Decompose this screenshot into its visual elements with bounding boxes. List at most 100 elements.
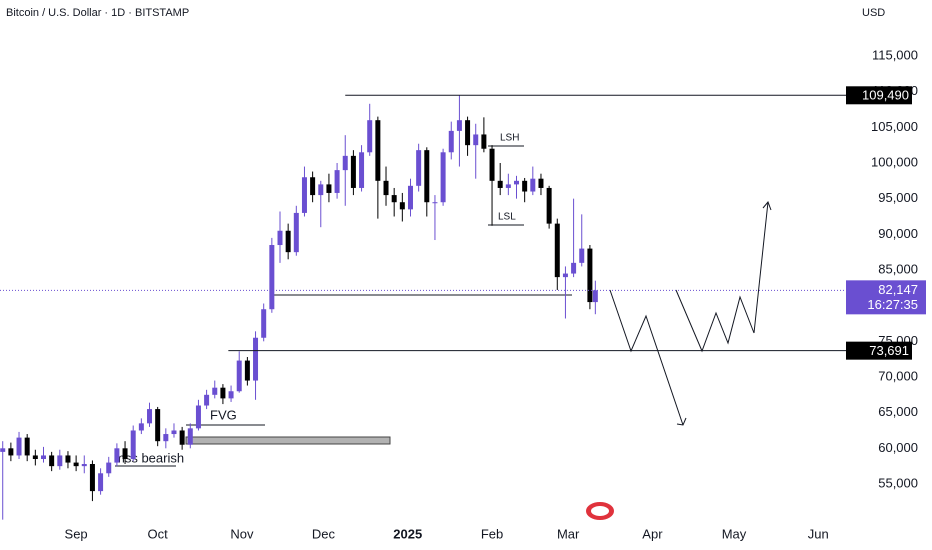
- candle-body: [440, 152, 446, 203]
- candle-body: [342, 155, 348, 171]
- candle-body: [407, 185, 413, 210]
- candle-body: [0, 448, 6, 452]
- last-price-box: [846, 280, 926, 315]
- annotation: LSH: [500, 133, 519, 144]
- y-tick-label: 55,000: [878, 475, 918, 490]
- annotation: LSL: [498, 212, 516, 223]
- candle-body: [32, 455, 38, 460]
- candle-body: [473, 134, 479, 146]
- x-tick-label: Jun: [808, 526, 829, 541]
- candle-body: [8, 448, 14, 456]
- arrow-head: [762, 201, 772, 211]
- projection-up: [675, 201, 769, 353]
- candle-body: [16, 437, 22, 456]
- candle-body: [269, 245, 275, 310]
- candle-body: [310, 177, 316, 196]
- candle-body: [562, 273, 568, 278]
- candle-body: [514, 180, 520, 185]
- y-tick-label: 65,000: [878, 404, 918, 419]
- candle-body: [155, 409, 161, 442]
- candle-body: [114, 448, 120, 463]
- x-tick-label: Sep: [65, 526, 88, 541]
- x-tick-label: May: [722, 526, 747, 541]
- candle-body: [49, 455, 55, 467]
- candle-body: [244, 360, 250, 381]
- y-tick-label: 85,000: [878, 261, 918, 276]
- candle-body: [326, 184, 332, 193]
- candle-body: [24, 437, 30, 456]
- candle-body: [448, 130, 454, 153]
- candle-body: [546, 187, 552, 224]
- candle-body: [497, 180, 503, 188]
- candle-body: [236, 360, 242, 392]
- level-label-box: [846, 86, 912, 105]
- candle-body: [163, 434, 169, 442]
- candle-body: [147, 409, 153, 424]
- candle-body: [285, 230, 291, 253]
- candle-body: [228, 391, 234, 399]
- x-tick-label: 2025: [393, 526, 422, 541]
- candle-body: [350, 155, 356, 188]
- candle-body: [334, 170, 340, 193]
- y-tick-label: 100,000: [871, 154, 918, 169]
- level-label: 73,691: [869, 343, 909, 358]
- candle-body: [424, 150, 430, 203]
- candle-body: [130, 430, 136, 460]
- candle-body: [592, 290, 598, 303]
- candle-body: [383, 180, 389, 196]
- candle-body: [456, 120, 462, 131]
- candle-body: [81, 464, 87, 467]
- y-tick-label: 60,000: [878, 440, 918, 455]
- candle-body: [106, 462, 112, 474]
- candle-body: [465, 120, 471, 146]
- candle-body: [416, 150, 422, 186]
- currency: USD: [862, 7, 885, 19]
- projection-down: [609, 289, 684, 426]
- chart-title: Bitcoin / U.S. Dollar · 1D · BITSTAMP: [6, 7, 189, 19]
- y-tick-label: 115,000: [872, 47, 918, 62]
- candle-body: [481, 134, 487, 149]
- logo: [586, 502, 614, 520]
- candle-body: [522, 180, 528, 192]
- candle-body: [571, 262, 577, 274]
- candle-body: [220, 387, 226, 399]
- candle-body: [301, 177, 307, 213]
- candle-body: [359, 152, 365, 188]
- candle-body: [171, 430, 177, 435]
- arrow-head: [676, 417, 687, 426]
- candle-body: [391, 195, 397, 203]
- y-tick-label: 95,000: [878, 190, 918, 205]
- candle-body: [293, 212, 299, 253]
- candle-body: [261, 309, 267, 338]
- candle-body: [89, 464, 95, 492]
- x-tick-label: Dec: [312, 526, 336, 541]
- level-label: 109,490: [862, 88, 909, 103]
- countdown: 16:27:35: [867, 297, 918, 312]
- candle-body: [399, 202, 405, 210]
- last-price-label: 82,147: [878, 282, 918, 297]
- candle-body: [587, 248, 593, 303]
- candle-body: [204, 394, 210, 406]
- candle-body: [367, 120, 373, 153]
- candle-body: [187, 428, 193, 445]
- candle-body: [318, 184, 324, 196]
- x-tick-label: Nov: [230, 526, 254, 541]
- candle-body: [530, 178, 536, 192]
- candle-body: [57, 455, 63, 467]
- fvg-box: [185, 436, 391, 445]
- candle-body: [375, 120, 381, 181]
- annotation: FVG: [210, 407, 237, 422]
- candle-body: [138, 423, 144, 431]
- candle-body: [195, 405, 201, 429]
- x-tick-label: Oct: [148, 526, 169, 541]
- candle-body: [212, 387, 218, 395]
- candle-body: [538, 178, 544, 188]
- candle-body: [40, 455, 46, 460]
- y-tick-label: 105,000: [871, 119, 918, 134]
- x-tick-label: Mar: [557, 526, 580, 541]
- candle-body: [554, 223, 560, 278]
- candle-body: [432, 202, 438, 204]
- candle-body: [253, 337, 259, 381]
- candle-body: [489, 148, 495, 181]
